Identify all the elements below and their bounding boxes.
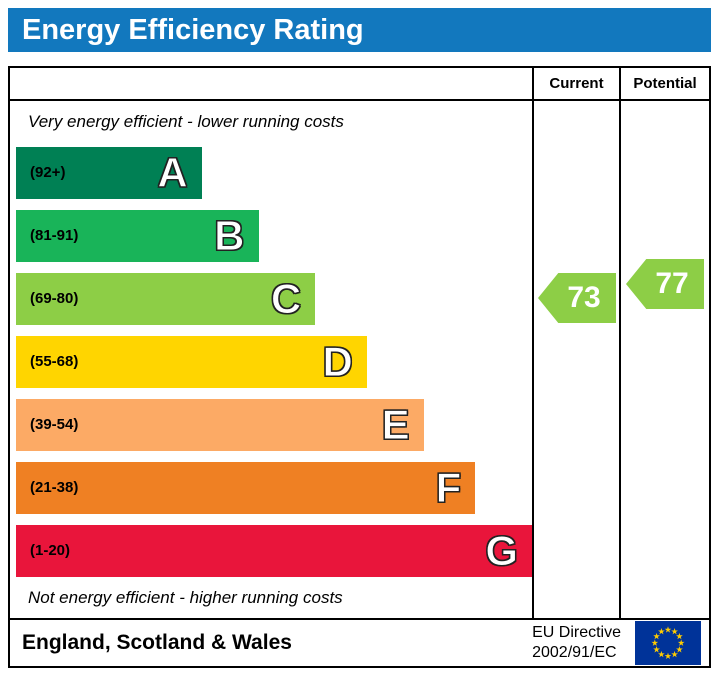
page-title-text: Energy Efficiency Rating (22, 14, 364, 46)
potential-rating-value: 77 (655, 267, 689, 300)
band-bar-g: (1-20) G (16, 524, 532, 577)
eu-directive-line2: 2002/91/EC (532, 644, 617, 661)
band-range-a: (92+) (30, 164, 66, 181)
band-range-f: (21-38) (30, 479, 79, 496)
band-row-d: (55-68) D (16, 330, 532, 393)
band-letter-e: E (381, 400, 410, 448)
current-rating-column: 73 (532, 101, 619, 618)
band-row-c: (69-80) C (16, 267, 532, 330)
bands-column: Very energy efficient - lower running co… (10, 101, 532, 618)
band-bar-f: (21-38) F (16, 461, 476, 514)
band-letter-g: G (485, 526, 519, 574)
current-rating-value: 73 (567, 281, 601, 314)
column-header-spacer (10, 68, 532, 99)
band-letter-a: A (157, 148, 188, 196)
current-column-header: Current (532, 68, 619, 99)
band-range-e: (39-54) (30, 416, 79, 433)
band-row-b: (81-91) B (16, 204, 532, 267)
band-row-e: (39-54) E (16, 393, 532, 456)
bottom-note: Not energy efficient - higher running co… (28, 588, 343, 607)
band-bar-e: (39-54) E (16, 398, 424, 451)
eu-directive-line1: EU Directive (532, 624, 621, 641)
chart-footer: England, Scotland & Wales EU Directive 2… (10, 618, 709, 666)
band-letter-d: D (322, 337, 353, 385)
band-row-a: (92+) A (16, 141, 532, 204)
band-range-b: (81-91) (30, 227, 79, 244)
band-bar-b: (81-91) B (16, 209, 259, 262)
band-bar-d: (55-68) D (16, 335, 367, 388)
chart-frame: Current Potential Very energy efficient … (8, 66, 711, 668)
region-label: England, Scotland & Wales (22, 631, 292, 654)
band-bar-a: (92+) A (16, 146, 202, 199)
page-title: Energy Efficiency Rating (8, 8, 711, 52)
band-range-d: (55-68) (30, 353, 79, 370)
eu-directive-label: EU Directive 2002/91/EC (532, 623, 621, 663)
potential-rating-pointer: 77 (626, 259, 704, 309)
band-range-g: (1-20) (30, 542, 71, 559)
band-letter-c: C (270, 274, 302, 322)
chart-body: Very energy efficient - lower running co… (10, 101, 709, 618)
top-note: Very energy efficient - lower running co… (28, 112, 344, 131)
eu-flag-icon (635, 621, 701, 665)
potential-column-header: Potential (619, 68, 709, 99)
band-row-f: (21-38) F (16, 456, 532, 519)
band-row-g: (1-20) G (16, 519, 532, 582)
band-letter-b: B (214, 211, 245, 259)
band-letter-f: F (435, 463, 462, 511)
potential-rating-column: 77 (619, 101, 709, 618)
band-bar-c: (69-80) C (16, 272, 316, 325)
current-rating-pointer: 73 (538, 273, 616, 323)
column-header-row: Current Potential (10, 68, 709, 101)
band-range-c: (69-80) (30, 290, 79, 307)
